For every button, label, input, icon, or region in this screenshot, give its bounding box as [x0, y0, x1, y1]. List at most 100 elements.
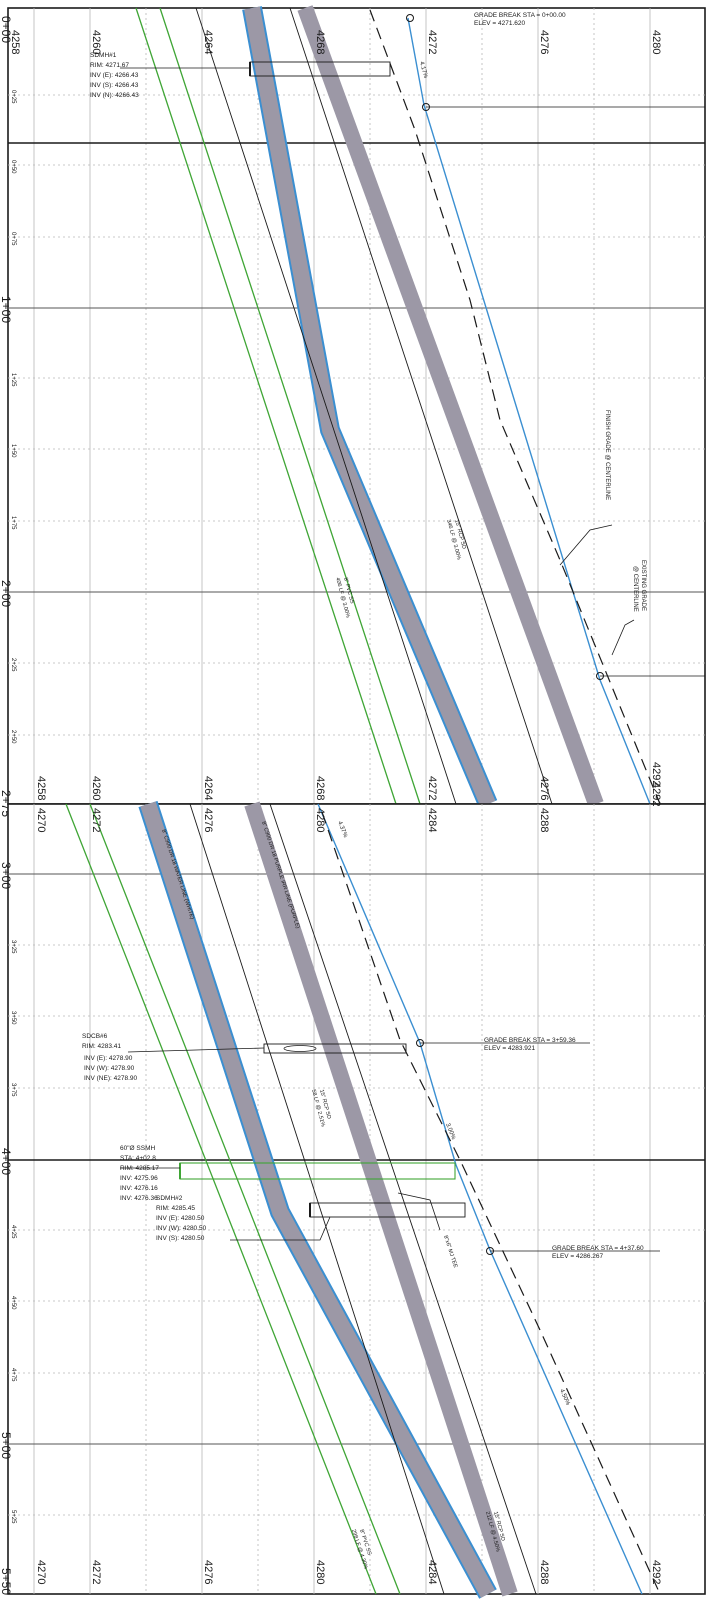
svg-text:5+25: 5+25 — [10, 1510, 16, 1524]
grade-break-marker — [406, 14, 414, 22]
svg-text:5+50: 5+50 — [0, 1568, 13, 1595]
top-elev-labels: 4258 4260 4264 4268 4272 4276 4280 — [9, 30, 662, 54]
svg-text:4280: 4280 — [314, 1560, 326, 1584]
svg-text:@ CENTERLINE: @ CENTERLINE — [632, 566, 638, 612]
bottom-panel: 4270 4272 4276 4280 4284 4288 4292 4270 … — [0, 782, 706, 1599]
bottom-gray-band-1 — [138, 800, 497, 1599]
svg-text:INV (NE): 4278.90: INV (NE): 4278.90 — [84, 1075, 137, 1082]
elev-label: 4292 — [650, 762, 662, 786]
svg-text:5+00: 5+00 — [0, 1432, 13, 1459]
bottom-station-labels: 3+00 4+00 5+00 5+50 — [0, 862, 13, 1595]
svg-text:4284: 4284 — [426, 1560, 438, 1584]
station-label: 1+00 — [0, 296, 13, 323]
sdmh2-callout: SDMH#2 RIM: 4285.45 INV (E): 4280.50 INV… — [156, 1195, 207, 1242]
svg-text:GRADE BREAK STA = 3+59.36: GRADE BREAK STA = 3+59.36 — [484, 1037, 576, 1044]
existing-grade-line-bottom — [321, 811, 661, 1595]
svg-text:INV (W): 4278.90: INV (W): 4278.90 — [84, 1065, 135, 1072]
top-panel: 4258 4260 4264 4268 4272 4276 4280 4258 … — [0, 5, 706, 817]
elev-label: 4260 — [90, 776, 102, 800]
svg-text:INV (E): 4278.90: INV (E): 4278.90 — [84, 1055, 133, 1062]
sdcb6-callout: SDCB#6 RIM: 4283.41 INV (E): 4278.90 INV… — [82, 1033, 137, 1082]
svg-text:4272: 4272 — [90, 1560, 102, 1584]
top-green-pipe — [135, 7, 421, 805]
sdcb6-structure — [263, 1043, 407, 1054]
svg-text:3+50: 3+50 — [10, 1011, 16, 1025]
top-station-grid — [8, 94, 705, 736]
svg-text:60"Ø SSMH: 60"Ø SSMH — [120, 1145, 155, 1152]
elev-label: 4276 — [538, 30, 550, 54]
sdmh1-line: INV (S): 4266.43 — [90, 82, 139, 89]
svg-text:4270: 4270 — [35, 1560, 47, 1584]
svg-text:4280: 4280 — [314, 808, 326, 832]
finish-grade-line — [407, 17, 651, 805]
sdmh1-line: SDMH#1 — [90, 52, 117, 59]
svg-text:EXISTING GRADE: EXISTING GRADE — [640, 560, 646, 611]
finish-grade-line-bottom — [317, 803, 643, 1595]
ssmh-callout: 60"Ø SSMH STA: 4+02.8 RIM: 4285.17 INV: … — [120, 1145, 159, 1202]
svg-text:4276: 4276 — [202, 1560, 214, 1584]
grade-break-callout: GRADE BREAK STA = 0+00.00 ELEV = 4271.62… — [474, 12, 566, 27]
bottom-minor-station-labels: 3+25 3+50 3+75 4+25 4+50 4+75 5+25 — [10, 940, 16, 1524]
bottom-top-elev-labels: 4270 4272 4276 4280 4284 4288 4292 — [35, 782, 662, 832]
svg-text:4+25: 4+25 — [10, 1225, 16, 1239]
svg-text:4+75: 4+75 — [10, 1368, 16, 1382]
svg-text:INV (S): 4280.50: INV (S): 4280.50 — [156, 1235, 205, 1242]
top-minor-station-labels: 0+25 0+50 0+75 1+25 1+50 1+75 2+25 2+50 — [10, 90, 16, 744]
svg-text:4276: 4276 — [202, 808, 214, 832]
bottom-station-grid — [8, 944, 705, 1516]
sdcb6-pipe — [283, 1045, 317, 1052]
svg-text:INV: 4275.96: INV: 4275.96 — [120, 1175, 158, 1182]
svg-text:RIM: 4285.17: RIM: 4285.17 — [120, 1165, 159, 1172]
svg-text:RIM: 4283.41: RIM: 4283.41 — [82, 1043, 121, 1050]
svg-text:GRADE BREAK STA = 4+37.60: GRADE BREAK STA = 4+37.60 — [552, 1245, 644, 1252]
top-gray-band-2 — [297, 5, 604, 807]
svg-text:4292: 4292 — [650, 782, 662, 806]
top-black-lines — [195, 7, 553, 805]
svg-text:4272: 4272 — [90, 808, 102, 832]
top-bottom-elev-labels: 4258 4260 4264 4268 4272 4276 4292 — [35, 762, 662, 800]
sdcb6-leader — [127, 1047, 265, 1053]
finish-grade-leader — [559, 524, 613, 566]
bottom-bottom-elev-labels: 4270 4272 4276 4280 4284 4288 4292 — [35, 1560, 662, 1584]
bottom-panel-frame — [7, 803, 706, 1595]
svg-text:3+75: 3+75 — [10, 1083, 16, 1097]
svg-text:INV: 4276.16: INV: 4276.16 — [120, 1185, 158, 1192]
station-label: 2+50 — [10, 730, 16, 744]
station-label: 2+25 — [10, 658, 16, 672]
top-gray-band-1 — [242, 6, 498, 808]
svg-text:INV (W): 4280.50: INV (W): 4280.50 — [156, 1225, 207, 1232]
station-label: 0+75 — [10, 232, 16, 246]
elev-label: 4260 — [90, 30, 102, 54]
slope-label: 4.17% — [418, 61, 428, 80]
sdmh1-line: INV (N): 4266.43 — [90, 92, 139, 99]
grade-break-callout-1: GRADE BREAK STA = 3+59.36 ELEV = 4283.92… — [484, 1037, 576, 1052]
svg-text:3+00: 3+00 — [0, 862, 13, 889]
station-label: 1+50 — [10, 444, 16, 458]
sdmh1-line: INV (E): 4266.43 — [90, 72, 139, 79]
svg-text:4270: 4270 — [35, 808, 47, 832]
station-label: 0+25 — [10, 90, 16, 104]
existing-grade-line — [369, 9, 661, 805]
station-label: 1+75 — [10, 516, 16, 530]
bottom-major-station-lines — [8, 873, 705, 1445]
finish-grade-label: FINISH GRADE @ CENTERLINE — [604, 410, 610, 500]
elev-label: 4268 — [314, 30, 326, 54]
svg-text:ELEV = 4286.267: ELEV = 4286.267 — [552, 1253, 604, 1260]
sdmh1-callout: SDMH#1 RIM: 4271.67 INV (E): 4266.43 INV… — [90, 52, 139, 99]
bottom-green-pipe — [65, 803, 401, 1595]
svg-text:SDMH#2: SDMH#2 — [156, 1195, 183, 1202]
elev-label: 4258 — [35, 776, 47, 800]
existing-grade-leader — [611, 619, 635, 656]
station-label: 0+00 — [0, 16, 13, 43]
sdmh1-line: RIM: 4271.67 — [90, 62, 129, 69]
tee-leader — [397, 1192, 441, 1231]
station-label: 1+25 — [10, 373, 16, 387]
svg-text:4292: 4292 — [650, 1560, 662, 1584]
sdmh2-leader — [230, 1216, 331, 1241]
svg-text:SDCB#6: SDCB#6 — [82, 1033, 108, 1040]
elev-label: 4272 — [426, 776, 438, 800]
existing-grade-label: EXISTING GRADE @ CENTERLINE — [632, 560, 646, 612]
svg-text:INV: 4276.36: INV: 4276.36 — [120, 1195, 158, 1202]
grade-break-sta: GRADE BREAK STA = 0+00.00 — [474, 12, 566, 19]
